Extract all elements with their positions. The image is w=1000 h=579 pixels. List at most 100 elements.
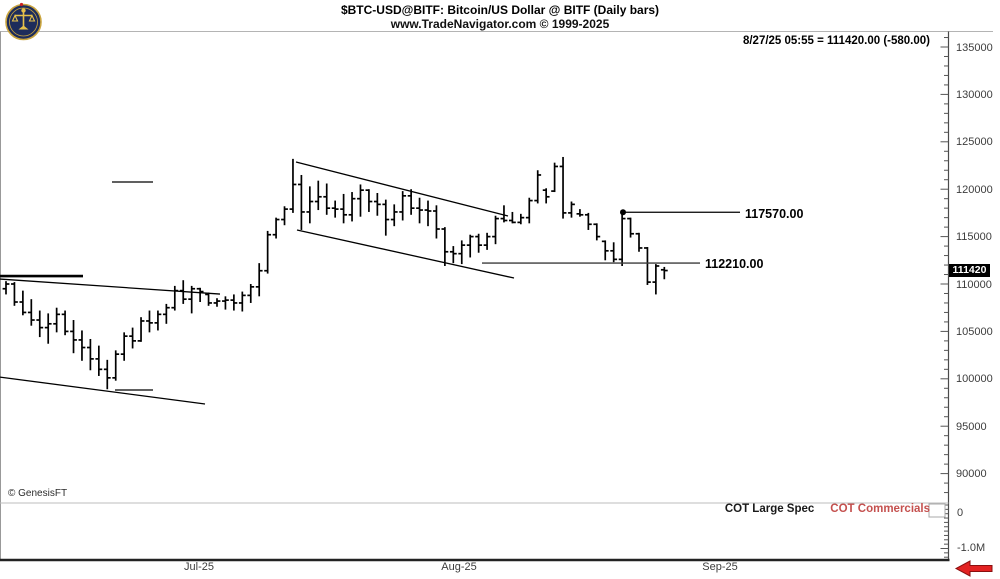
ohlc-bar	[525, 197, 533, 224]
ohlc-bar	[264, 230, 272, 274]
left-channel-upper	[0, 278, 221, 295]
logo-scale-base	[18, 25, 29, 30]
swing-high-dot-marker	[620, 209, 626, 216]
ohlc-bar	[323, 183, 331, 215]
ohlc-bar	[103, 359, 111, 390]
ohlc-bar	[306, 186, 314, 224]
y-axis-label: 120000	[956, 183, 993, 196]
logo-inner-ring	[9, 7, 38, 37]
mid-channel-upper	[295, 161, 509, 217]
ohlc-bar	[272, 217, 280, 239]
ohlc-bar	[416, 197, 423, 224]
ohlc-bar	[458, 240, 466, 265]
ohlc-bar	[289, 158, 297, 213]
ohlc-bar	[314, 180, 322, 211]
ohlc-bar	[483, 232, 491, 250]
ohlc-bar	[466, 234, 474, 258]
level-label-112210: 112210.00	[705, 257, 764, 271]
mid-channel-lower	[296, 229, 515, 279]
ohlc-bar	[551, 162, 558, 193]
ohlc-bar	[593, 223, 601, 241]
ohlc-bar	[129, 327, 136, 349]
ohlc-bar	[213, 298, 221, 307]
logo-scale-pan-left	[11, 14, 19, 22]
legend-cot-large-spec[interactable]: COT Large Spec	[724, 503, 815, 515]
ohlc-bar	[255, 263, 263, 297]
cot-legend: COT Large Spec COT Commercials	[725, 503, 930, 515]
y-axis-label: 95000	[956, 420, 987, 433]
ohlc-bar	[382, 199, 390, 236]
ohlc-bar	[568, 201, 575, 218]
ohlc-bar	[196, 287, 204, 303]
level-label-117570: 117570.00	[745, 207, 804, 221]
cot-axis-label: -1.0M	[957, 541, 986, 554]
y-axis-label: 105000	[956, 325, 993, 338]
ohlc-bar	[348, 192, 356, 222]
ohlc-bar	[162, 303, 170, 324]
cot-axis-label: 0	[957, 506, 964, 519]
ohlc-bar	[188, 285, 196, 314]
ohlc-bar	[610, 242, 618, 263]
ohlc-bar	[281, 206, 288, 226]
y-axis-label: 135000	[956, 41, 993, 54]
ohlc-bar	[95, 345, 103, 376]
scroll-to-latest-arrow-button[interactable]	[954, 560, 993, 577]
ohlc-bar	[424, 200, 432, 227]
ohlc-bar	[146, 310, 153, 333]
logo-scale-pan-right	[28, 14, 36, 22]
ohlc-bar	[542, 188, 550, 204]
ohlc-bar	[298, 174, 305, 230]
cot-empty-value-box	[928, 503, 946, 518]
ohlc-bar	[584, 212, 592, 230]
ohlc-bar	[70, 320, 77, 354]
ohlc-bar	[373, 192, 381, 216]
ohlc-bar	[644, 247, 651, 285]
ohlc-bar	[331, 200, 339, 218]
ohlc-bar	[11, 282, 18, 306]
ohlc-bar	[365, 189, 373, 212]
genesisft-logo	[5, 2, 42, 41]
ohlc-bar	[340, 193, 347, 224]
y-axis-label: 115000	[956, 231, 992, 244]
ohlc-bar	[87, 338, 94, 371]
ohlc-bar	[433, 205, 440, 239]
ohlc-bar	[247, 284, 255, 303]
ohlc-bar	[449, 246, 457, 264]
ohlc-bar	[78, 330, 86, 361]
ohlc-bar	[559, 156, 567, 219]
y-axis-label: 90000	[956, 468, 987, 481]
ohlc-bar	[627, 217, 634, 238]
logo-red-fleck	[19, 2, 24, 7]
ohlc-bar	[238, 291, 246, 312]
ohlc-bar	[53, 307, 61, 333]
ohlc-bar	[635, 232, 643, 252]
ohlc-bar	[652, 264, 660, 295]
ohlc-bar	[2, 281, 10, 295]
ohlc-bar	[576, 209, 584, 217]
ohlc-bar	[120, 332, 128, 361]
ohlc-bar	[399, 191, 407, 221]
ohlc-bar	[36, 310, 44, 338]
ohlc-bar	[61, 310, 69, 336]
ohlc-bar	[44, 313, 52, 344]
ohlc-bar	[407, 189, 415, 215]
ohlc-bar	[205, 292, 212, 306]
ohlc-bar	[492, 215, 499, 245]
ohlc-bar	[137, 317, 145, 342]
y-axis-label: 100000	[956, 373, 993, 386]
logo-sun	[21, 8, 26, 13]
ohlc-bar	[534, 170, 542, 204]
ohlc-bar	[222, 296, 229, 310]
ohlc-bar	[171, 285, 179, 311]
ohlc-bar	[475, 233, 483, 253]
ohlc-bar	[660, 266, 668, 280]
ohlc-bar	[390, 204, 398, 227]
ohlc-bar	[19, 290, 27, 316]
ohlc-bar	[500, 205, 508, 223]
current-price-axis-box: 111420	[949, 263, 990, 277]
ohlc-bar	[509, 211, 516, 224]
legend-cot-commercials[interactable]: COT Commercials	[830, 503, 930, 515]
ohlc-bar	[601, 240, 609, 261]
